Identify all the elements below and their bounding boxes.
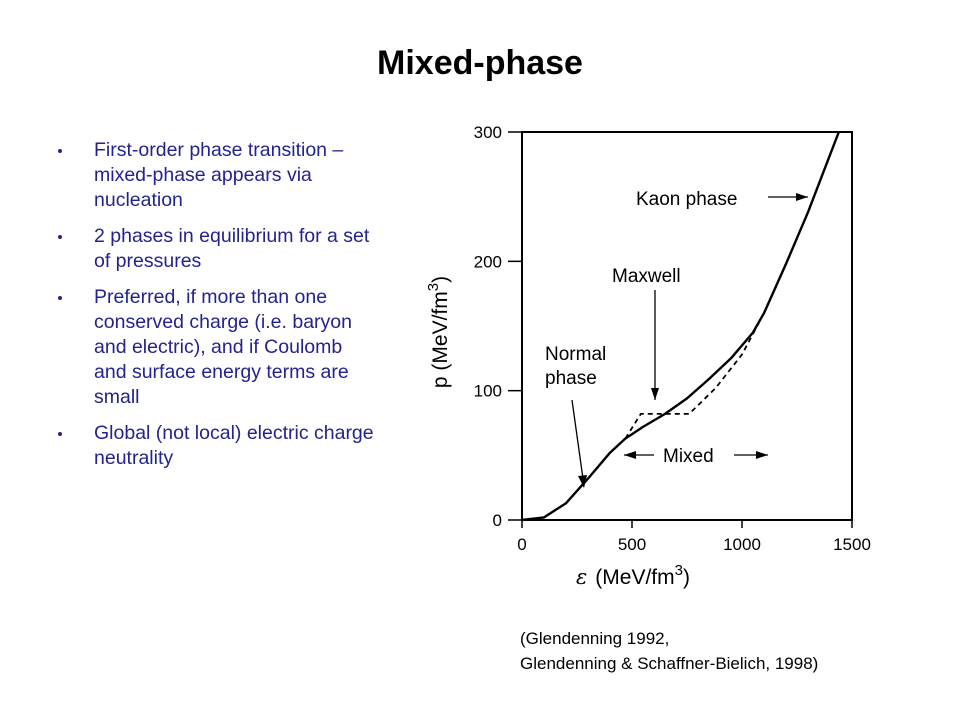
citation-line-2: Glendenning & Schaffner-Bielich, 1998) bbox=[520, 654, 819, 673]
x-tick-label: 1500 bbox=[833, 535, 871, 554]
bullet-dot bbox=[58, 149, 62, 153]
bullet-dot bbox=[58, 296, 62, 300]
slide-title: Mixed-phase bbox=[377, 44, 583, 82]
x-tick-label: 0 bbox=[517, 535, 526, 554]
bullet-dot bbox=[58, 235, 62, 239]
bullet-text: Global (not local) electric charge neutr… bbox=[94, 422, 374, 469]
x-axis-label-exp: 3 bbox=[675, 562, 683, 579]
chart-series bbox=[521, 131, 840, 522]
bullet-dot bbox=[58, 432, 62, 436]
kaon-arrowhead-icon bbox=[796, 193, 808, 201]
annotation-mixed: Mixed bbox=[663, 446, 714, 467]
citation-line-1: (Glendenning 1992, bbox=[520, 629, 670, 648]
chart-axes: 0 100 200 300 0 500 1000 1500 bbox=[474, 123, 871, 554]
x-axis-label-unit: (MeV/fm bbox=[595, 566, 674, 589]
plot-frame bbox=[521, 131, 853, 521]
y-tick-label: 100 bbox=[474, 382, 502, 401]
mixed-arrowhead-left-icon bbox=[624, 451, 636, 459]
bullet-text: Preferred, if more than one conserved ch… bbox=[94, 286, 352, 408]
x-axis-label-close: ) bbox=[683, 566, 690, 589]
x-tick-label: 500 bbox=[618, 535, 646, 554]
pressure-energy-chart: 0 100 200 300 0 500 1000 1500 Kaon phase Maxwel… bbox=[425, 123, 871, 589]
bullet-text: First-order phase transition – mixed-pha… bbox=[94, 139, 344, 211]
bullet-list: First-order phase transition – mixed-pha… bbox=[56, 138, 376, 482]
y-axis-label-close: ) bbox=[429, 276, 452, 283]
x-tick-label: 1000 bbox=[723, 535, 761, 554]
bullet-item: 2 phases in equilibrium for a set of pre… bbox=[56, 224, 376, 274]
series-solid-line bbox=[521, 131, 840, 522]
bullet-item: Preferred, if more than one conserved ch… bbox=[56, 285, 376, 410]
y-axis-label-unit: p (MeV/fm bbox=[429, 291, 452, 388]
y-axis-label: p (MeV/fm3) bbox=[425, 276, 452, 388]
maxwell-arrowhead-icon bbox=[651, 388, 659, 400]
normal-arrowhead-icon bbox=[578, 475, 587, 488]
bullet-item: First-order phase transition – mixed-pha… bbox=[56, 138, 376, 213]
annotation-phase: phase bbox=[545, 368, 597, 389]
y-tick-label: 200 bbox=[474, 252, 502, 271]
annotation-maxwell: Maxwell bbox=[612, 266, 681, 287]
y-tick-label: 300 bbox=[474, 123, 502, 142]
annotation-kaon-phase: Kaon phase bbox=[636, 189, 737, 210]
bullet-text: 2 phases in equilibrium for a set of pre… bbox=[94, 225, 370, 272]
mixed-arrowhead-right-icon bbox=[756, 451, 768, 459]
x-axis-label-symbol: ε bbox=[576, 565, 587, 589]
normal-arrow-line bbox=[571, 399, 585, 487]
bullet-item: Global (not local) electric charge neutr… bbox=[56, 421, 376, 471]
x-axis-label: ε (MeV/fm3) bbox=[576, 562, 690, 589]
annotation-normal: Normal bbox=[545, 344, 606, 365]
citation: (Glendenning 1992, Glendenning & Schaffn… bbox=[520, 626, 818, 676]
y-tick-label: 0 bbox=[493, 511, 502, 530]
y-axis-label-exp: 3 bbox=[425, 283, 442, 291]
series-maxwell-dashed-line bbox=[624, 312, 765, 439]
